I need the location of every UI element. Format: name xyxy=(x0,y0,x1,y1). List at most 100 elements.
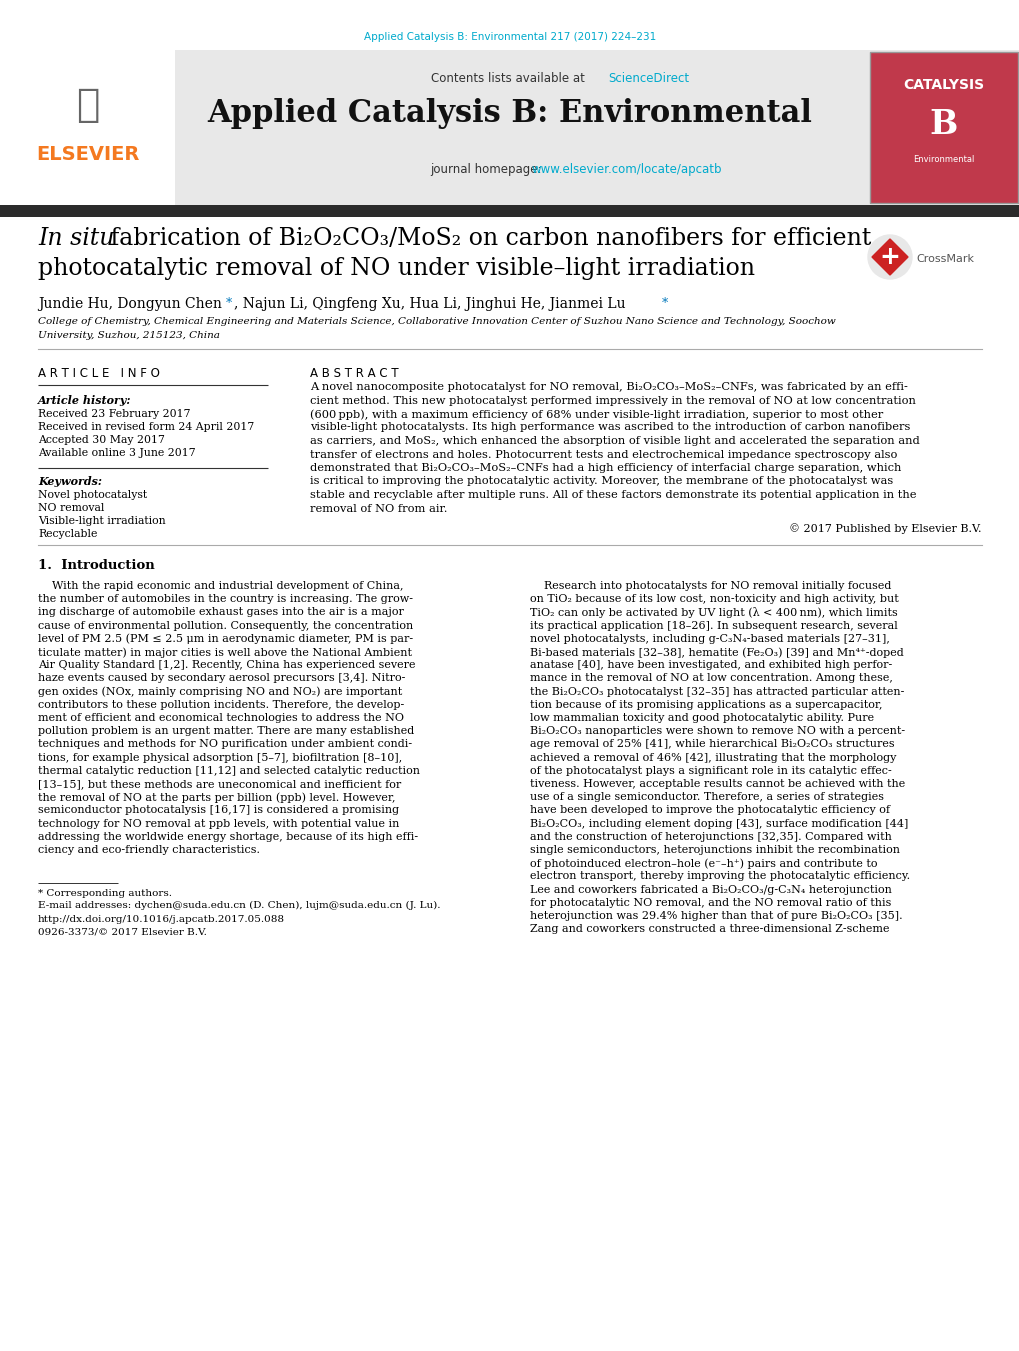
Text: Environmental: Environmental xyxy=(912,155,974,165)
Text: ment of efficient and economical technologies to address the NO: ment of efficient and economical technol… xyxy=(38,713,404,723)
Text: B: B xyxy=(929,108,957,142)
Text: A novel nanocomposite photocatalyst for NO removal, Bi₂O₂CO₃–MoS₂–CNFs, was fabr: A novel nanocomposite photocatalyst for … xyxy=(310,382,907,392)
Text: and the construction of heterojunctions [32,35]. Compared with: and the construction of heterojunctions … xyxy=(530,832,891,842)
Text: Bi-based materials [32–38], hematite (Fe₂O₃) [39] and Mn⁴⁺-doped: Bi-based materials [32–38], hematite (Fe… xyxy=(530,647,903,658)
Text: * Corresponding authors.: * Corresponding authors. xyxy=(38,889,172,898)
Text: electron transport, thereby improving the photocatalytic efficiency.: electron transport, thereby improving th… xyxy=(530,871,909,881)
Text: as carriers, and MoS₂, which enhanced the absorption of visible light and accele: as carriers, and MoS₂, which enhanced th… xyxy=(310,436,919,446)
Text: achieved a removal of 46% [42], illustrating that the morphology: achieved a removal of 46% [42], illustra… xyxy=(530,753,896,762)
Text: ing discharge of automobile exhaust gases into the air is a major: ing discharge of automobile exhaust gase… xyxy=(38,608,404,617)
Text: http://dx.doi.org/10.1016/j.apcatb.2017.05.088: http://dx.doi.org/10.1016/j.apcatb.2017.… xyxy=(38,915,284,924)
Text: tion because of its promising applications as a supercapacitor,: tion because of its promising applicatio… xyxy=(530,700,881,709)
Text: © 2017 Published by Elsevier B.V.: © 2017 Published by Elsevier B.V. xyxy=(789,523,981,534)
Text: Recyclable: Recyclable xyxy=(38,530,97,539)
Text: age removal of 25% [41], while hierarchical Bi₂O₂CO₃ structures: age removal of 25% [41], while hierarchi… xyxy=(530,739,894,750)
Text: gen oxides (NOx, mainly comprising NO and NO₂) are important: gen oxides (NOx, mainly comprising NO an… xyxy=(38,686,401,697)
Text: NO removal: NO removal xyxy=(38,503,104,513)
Text: of photoinduced electron–hole (e⁻–h⁺) pairs and contribute to: of photoinduced electron–hole (e⁻–h⁺) pa… xyxy=(530,858,876,869)
Text: the Bi₂O₂CO₃ photocatalyst [32–35] has attracted particular atten-: the Bi₂O₂CO₃ photocatalyst [32–35] has a… xyxy=(530,686,904,697)
Text: cause of environmental pollution. Consequently, the concentration: cause of environmental pollution. Conseq… xyxy=(38,620,413,631)
Text: ciency and eco-friendly characteristics.: ciency and eco-friendly characteristics. xyxy=(38,844,260,855)
FancyBboxPatch shape xyxy=(0,50,1019,205)
Text: fabrication of Bi₂O₂CO₃/MoS₂ on carbon nanofibers for efficient: fabrication of Bi₂O₂CO₃/MoS₂ on carbon n… xyxy=(103,227,870,250)
Text: journal homepage:: journal homepage: xyxy=(430,163,545,176)
Text: removal of NO from air.: removal of NO from air. xyxy=(310,504,447,513)
Text: *: * xyxy=(226,297,232,309)
Circle shape xyxy=(867,235,911,280)
Text: Lee and coworkers fabricated a Bi₂O₂CO₃/g-C₃N₄ heterojunction: Lee and coworkers fabricated a Bi₂O₂CO₃/… xyxy=(530,885,891,894)
Text: , Najun Li, Qingfeng Xu, Hua Li, Jinghui He, Jianmei Lu: , Najun Li, Qingfeng Xu, Hua Li, Jinghui… xyxy=(233,297,625,311)
Text: haze events caused by secondary aerosol precursors [3,4]. Nitro-: haze events caused by secondary aerosol … xyxy=(38,673,405,684)
Text: have been developed to improve the photocatalytic efficiency of: have been developed to improve the photo… xyxy=(530,805,890,816)
Text: demonstrated that Bi₂O₂CO₃–MoS₂–CNFs had a high efficiency of interfacial charge: demonstrated that Bi₂O₂CO₃–MoS₂–CNFs had… xyxy=(310,463,901,473)
Text: +: + xyxy=(878,245,900,269)
Text: the removal of NO at the parts per billion (ppb) level. However,: the removal of NO at the parts per billi… xyxy=(38,792,395,802)
Text: www.elsevier.com/locate/apcatb: www.elsevier.com/locate/apcatb xyxy=(532,163,721,176)
Text: of the photocatalyst plays a significant role in its catalytic effec-: of the photocatalyst plays a significant… xyxy=(530,766,891,775)
Text: Research into photocatalysts for NO removal initially focused: Research into photocatalysts for NO remo… xyxy=(530,581,891,590)
Text: novel photocatalysts, including g-C₃N₄-based materials [27–31],: novel photocatalysts, including g-C₃N₄-b… xyxy=(530,634,889,644)
Text: With the rapid economic and industrial development of China,: With the rapid economic and industrial d… xyxy=(38,581,404,590)
Text: contributors to these pollution incidents. Therefore, the develop-: contributors to these pollution incident… xyxy=(38,700,404,709)
Text: heterojunction was 29.4% higher than that of pure Bi₂O₂CO₃ [35].: heterojunction was 29.4% higher than tha… xyxy=(530,911,902,921)
Text: photocatalytic removal of NO under visible–light irradiation: photocatalytic removal of NO under visib… xyxy=(38,257,754,280)
Text: 1.  Introduction: 1. Introduction xyxy=(38,559,155,571)
Text: Received in revised form 24 April 2017: Received in revised form 24 April 2017 xyxy=(38,422,254,432)
FancyBboxPatch shape xyxy=(0,205,1019,218)
Text: *: * xyxy=(661,297,667,309)
Text: thermal catalytic reduction [11,12] and selected catalytic reduction: thermal catalytic reduction [11,12] and … xyxy=(38,766,420,775)
FancyBboxPatch shape xyxy=(869,51,1017,203)
Text: Jundie Hu, Dongyun Chen: Jundie Hu, Dongyun Chen xyxy=(38,297,222,311)
Text: techniques and methods for NO purification under ambient condi-: techniques and methods for NO purificati… xyxy=(38,739,412,750)
Text: semiconductor photocatalysis [16,17] is considered a promising: semiconductor photocatalysis [16,17] is … xyxy=(38,805,398,816)
Text: its practical application [18–26]. In subsequent research, several: its practical application [18–26]. In su… xyxy=(530,620,897,631)
Text: level of PM 2.5 (PM ≤ 2.5 μm in aerodynamic diameter, PM is par-: level of PM 2.5 (PM ≤ 2.5 μm in aerodyna… xyxy=(38,634,413,644)
Text: Visible-light irradiation: Visible-light irradiation xyxy=(38,516,165,526)
Text: ELSEVIER: ELSEVIER xyxy=(37,146,140,165)
Polygon shape xyxy=(871,239,907,276)
Text: Applied Catalysis B: Environmental 217 (2017) 224–231: Applied Catalysis B: Environmental 217 (… xyxy=(364,32,655,42)
Text: In situ: In situ xyxy=(38,227,114,250)
Text: Air Quality Standard [1,2]. Recently, China has experienced severe: Air Quality Standard [1,2]. Recently, Ch… xyxy=(38,661,415,670)
Text: Novel photocatalyst: Novel photocatalyst xyxy=(38,490,147,500)
Text: use of a single semiconductor. Therefore, a series of strategies: use of a single semiconductor. Therefore… xyxy=(530,792,883,802)
Text: Article history:: Article history: xyxy=(38,394,131,407)
Text: Accepted 30 May 2017: Accepted 30 May 2017 xyxy=(38,435,165,444)
Text: single semiconductors, heterojunctions inhibit the recombination: single semiconductors, heterojunctions i… xyxy=(530,844,899,855)
Text: for photocatalytic NO removal, and the NO removal ratio of this: for photocatalytic NO removal, and the N… xyxy=(530,898,891,908)
Text: College of Chemistry, Chemical Engineering and Materials Science, Collaborative : College of Chemistry, Chemical Engineeri… xyxy=(38,317,835,326)
Text: E-mail addresses: dychen@suda.edu.cn (D. Chen), lujm@suda.edu.cn (J. Lu).: E-mail addresses: dychen@suda.edu.cn (D.… xyxy=(38,901,440,911)
Text: Zang and coworkers constructed a three-dimensional Z-scheme: Zang and coworkers constructed a three-d… xyxy=(530,924,889,934)
Text: University, Suzhou, 215123, China: University, Suzhou, 215123, China xyxy=(38,331,220,340)
Text: stable and recyclable after multiple runs. All of these factors demonstrate its : stable and recyclable after multiple run… xyxy=(310,490,916,500)
Text: on TiO₂ because of its low cost, non-toxicity and high activity, but: on TiO₂ because of its low cost, non-tox… xyxy=(530,594,898,604)
Text: ScienceDirect: ScienceDirect xyxy=(607,72,689,85)
Text: Contents lists available at: Contents lists available at xyxy=(431,72,588,85)
Text: 0926-3373/© 2017 Elsevier B.V.: 0926-3373/© 2017 Elsevier B.V. xyxy=(38,927,207,936)
Text: A R T I C L E   I N F O: A R T I C L E I N F O xyxy=(38,367,160,380)
Text: [13–15], but these methods are uneconomical and inefficient for: [13–15], but these methods are uneconomi… xyxy=(38,780,400,789)
Text: TiO₂ can only be activated by UV light (λ < 400 nm), which limits: TiO₂ can only be activated by UV light (… xyxy=(530,608,897,619)
Text: tiveness. However, acceptable results cannot be achieved with the: tiveness. However, acceptable results ca… xyxy=(530,780,905,789)
Text: pollution problem is an urgent matter. There are many established: pollution problem is an urgent matter. T… xyxy=(38,727,414,736)
Text: 🌳: 🌳 xyxy=(76,86,100,124)
Text: low mammalian toxicity and good photocatalytic ability. Pure: low mammalian toxicity and good photocat… xyxy=(530,713,873,723)
Text: A B S T R A C T: A B S T R A C T xyxy=(310,367,398,380)
Text: anatase [40], have been investigated, and exhibited high perfor-: anatase [40], have been investigated, an… xyxy=(530,661,892,670)
Text: (600 ppb), with a maximum efficiency of 68% under visible-light irradiation, sup: (600 ppb), with a maximum efficiency of … xyxy=(310,409,882,420)
Text: mance in the removal of NO at low concentration. Among these,: mance in the removal of NO at low concen… xyxy=(530,673,892,684)
Text: technology for NO removal at ppb levels, with potential value in: technology for NO removal at ppb levels,… xyxy=(38,819,399,828)
Text: Bi₂O₂CO₃ nanoparticles were shown to remove NO with a percent-: Bi₂O₂CO₃ nanoparticles were shown to rem… xyxy=(530,727,904,736)
Text: Received 23 February 2017: Received 23 February 2017 xyxy=(38,409,191,419)
Text: CATALYSIS: CATALYSIS xyxy=(903,78,983,92)
Text: cient method. This new photocatalyst performed impressively in the removal of NO: cient method. This new photocatalyst per… xyxy=(310,396,915,405)
Text: tions, for example physical adsorption [5–7], biofiltration [8–10],: tions, for example physical adsorption [… xyxy=(38,753,401,762)
Text: Applied Catalysis B: Environmental: Applied Catalysis B: Environmental xyxy=(207,99,812,128)
FancyBboxPatch shape xyxy=(0,50,175,205)
Text: Keywords:: Keywords: xyxy=(38,476,102,486)
Text: ticulate matter) in major cities is well above the National Ambient: ticulate matter) in major cities is well… xyxy=(38,647,412,658)
Text: is critical to improving the photocatalytic activity. Moreover, the membrane of : is critical to improving the photocataly… xyxy=(310,477,893,486)
Text: Bi₂O₂CO₃, including element doping [43], surface modification [44]: Bi₂O₂CO₃, including element doping [43],… xyxy=(530,819,908,828)
Text: the number of automobiles in the country is increasing. The grow-: the number of automobiles in the country… xyxy=(38,594,413,604)
Text: addressing the worldwide energy shortage, because of its high effi-: addressing the worldwide energy shortage… xyxy=(38,832,418,842)
